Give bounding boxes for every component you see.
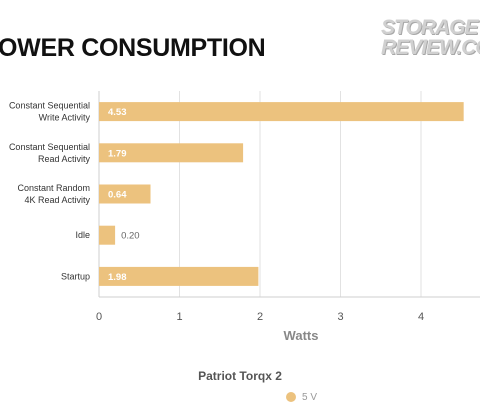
- chart-title: OWER CONSUMPTION: [0, 34, 266, 62]
- bar-1: [99, 143, 244, 163]
- category-label-2-0: Constant Random: [17, 183, 90, 193]
- data-label-0: 4.53: [108, 107, 127, 118]
- category-label-2-1: 4K Read Activity: [24, 195, 90, 205]
- category-label-0-0: Constant Sequential: [9, 101, 90, 111]
- category-label-0-1: Write Activity: [39, 113, 91, 123]
- data-label-4: 1.98: [108, 272, 127, 283]
- x-tick-label-4: 4: [418, 311, 424, 323]
- legend-label: 5 V: [302, 391, 318, 403]
- data-label-3: 0.20: [121, 231, 140, 242]
- bar-0: [99, 102, 464, 122]
- storagereview-logo: STORAGE REVIEW.CO: [381, 18, 480, 66]
- category-label-4-0: Startup: [61, 271, 90, 281]
- x-axis-label: Watts: [284, 328, 319, 343]
- data-label-1: 1.79: [108, 148, 127, 159]
- category-label-1-1: Read Activity: [38, 154, 91, 164]
- data-label-2: 0.64: [108, 190, 127, 201]
- x-tick-label-3: 3: [337, 311, 343, 323]
- category-label-1-0: Constant Sequential: [9, 142, 90, 152]
- legend-swatch: [286, 392, 296, 402]
- x-tick-label-1: 1: [176, 311, 182, 323]
- bar-3: [99, 225, 116, 245]
- bar-2: [99, 184, 151, 204]
- logo-line-1: STORAGE: [381, 18, 478, 39]
- legend-item-5v[interactable]: 5 V: [286, 390, 317, 404]
- x-tick-label-2: 2: [257, 311, 263, 323]
- legend-title: Patriot Torqx 2: [198, 369, 282, 383]
- x-tick-label-0: 0: [96, 311, 102, 323]
- logo-line-2: REVIEW.CO: [381, 36, 480, 59]
- category-label-3-0: Idle: [75, 230, 90, 240]
- bar-4: [99, 266, 259, 286]
